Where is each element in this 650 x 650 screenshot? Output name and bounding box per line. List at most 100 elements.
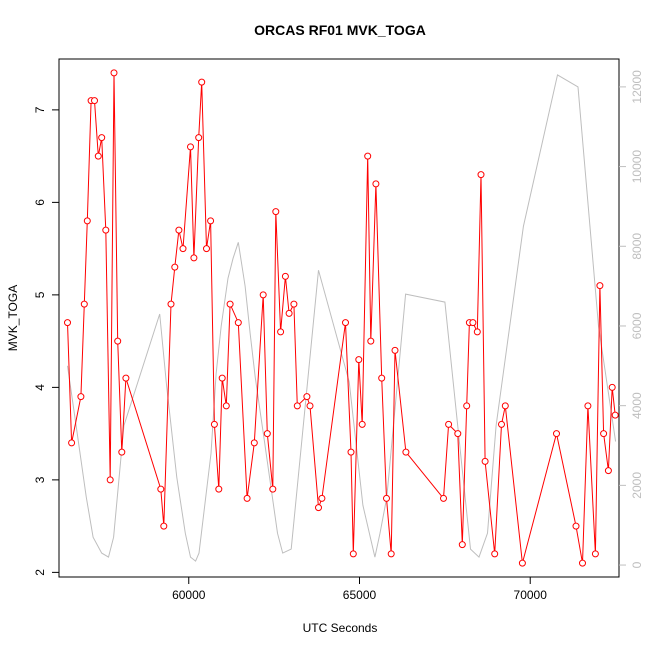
data-point (445, 420, 453, 428)
data-point (591, 550, 599, 558)
y-tick-label: 5 (33, 291, 47, 298)
data-point (203, 245, 210, 253)
data-point (263, 430, 271, 438)
secondary-series-line (67, 74, 617, 562)
data-point (611, 411, 619, 419)
data-point (608, 383, 616, 391)
data-point (215, 485, 223, 493)
data-point (118, 448, 126, 456)
y2-tick-label: 12000 (630, 70, 644, 104)
data-point (222, 402, 230, 410)
data-point (179, 245, 187, 253)
data-point (102, 226, 110, 234)
data-point (463, 402, 471, 410)
data-point (122, 374, 130, 382)
y-tick-label: 6 (33, 199, 47, 206)
x-axis-label: UTC Seconds (303, 621, 378, 635)
data-point (175, 226, 183, 234)
data-point (303, 393, 311, 401)
data-point (402, 448, 410, 456)
y-tick-label: 7 (33, 106, 47, 113)
data-point (501, 402, 509, 410)
data-point (226, 300, 234, 308)
y-tick-label: 3 (33, 476, 47, 483)
data-point (600, 430, 608, 438)
data-point (579, 559, 586, 567)
data-point (285, 309, 293, 317)
y-axis-label: MVK_TOGA (6, 285, 20, 351)
x-tick-label: 70000 (514, 588, 548, 602)
data-point (167, 300, 175, 308)
data-point (440, 494, 447, 502)
data-point (454, 430, 462, 438)
data-point (387, 550, 395, 558)
x-axis: 60000 65000 70000 (172, 577, 547, 602)
data-point (106, 476, 114, 484)
y2-tick-label: 10000 (630, 150, 644, 184)
data-point (318, 494, 326, 502)
data-point (491, 550, 499, 558)
data-point (584, 402, 592, 410)
data-point (469, 319, 477, 327)
data-point (596, 282, 604, 290)
chart-title: ORCAS RF01 MVK_TOGA (254, 22, 426, 38)
data-point (572, 522, 580, 530)
data-point (98, 134, 106, 142)
x-tick-label: 60000 (172, 588, 206, 602)
x-tick-label: 65000 (343, 588, 377, 602)
data-point (207, 217, 215, 225)
data-point (290, 300, 298, 308)
y2-tick-label: 6000 (630, 312, 644, 339)
data-point (171, 263, 179, 271)
y-tick-label: 2 (33, 569, 47, 576)
data-point (195, 134, 203, 142)
data-point (355, 356, 363, 364)
data-point (604, 467, 612, 475)
data-point (190, 254, 198, 262)
data-point (378, 374, 386, 382)
data-point (518, 559, 526, 567)
data-point (157, 485, 165, 493)
data-point (364, 152, 372, 160)
data-point (80, 300, 88, 308)
y-tick-label: 4 (33, 384, 47, 391)
data-point (306, 402, 314, 410)
data-point (342, 319, 349, 327)
data-point (64, 319, 71, 327)
data-point (83, 217, 91, 225)
data-point (553, 430, 560, 438)
data-point (315, 504, 322, 512)
data-point (458, 541, 466, 549)
data-point (498, 420, 505, 428)
data-point (347, 448, 355, 456)
data-point (473, 328, 481, 336)
y-axis-right: 0 2000 4000 6000 8000 10000 12000 (619, 70, 644, 568)
y-axis-left: 2 3 4 5 6 7 (33, 106, 59, 576)
y2-tick-label: 2000 (630, 472, 644, 499)
data-point (358, 420, 366, 428)
data-point (234, 319, 242, 327)
data-point (243, 494, 251, 502)
data-point (272, 208, 280, 216)
y2-tick-label: 4000 (630, 392, 644, 419)
data-point (281, 272, 289, 280)
data-point (160, 522, 168, 530)
data-point (210, 420, 218, 428)
plot-frame (58, 58, 620, 578)
data-point (187, 143, 194, 151)
data-point (259, 291, 267, 299)
data-point (383, 494, 390, 502)
data-point (481, 457, 489, 465)
data-point (77, 393, 85, 401)
data-point (198, 78, 206, 86)
data-point (477, 171, 485, 179)
data-point (68, 439, 76, 447)
data-point (250, 439, 258, 447)
data-point (114, 337, 122, 345)
data-point (269, 485, 277, 493)
data-point (293, 402, 301, 410)
series-layer (64, 69, 619, 567)
data-point (372, 180, 380, 188)
data-point (91, 97, 98, 105)
